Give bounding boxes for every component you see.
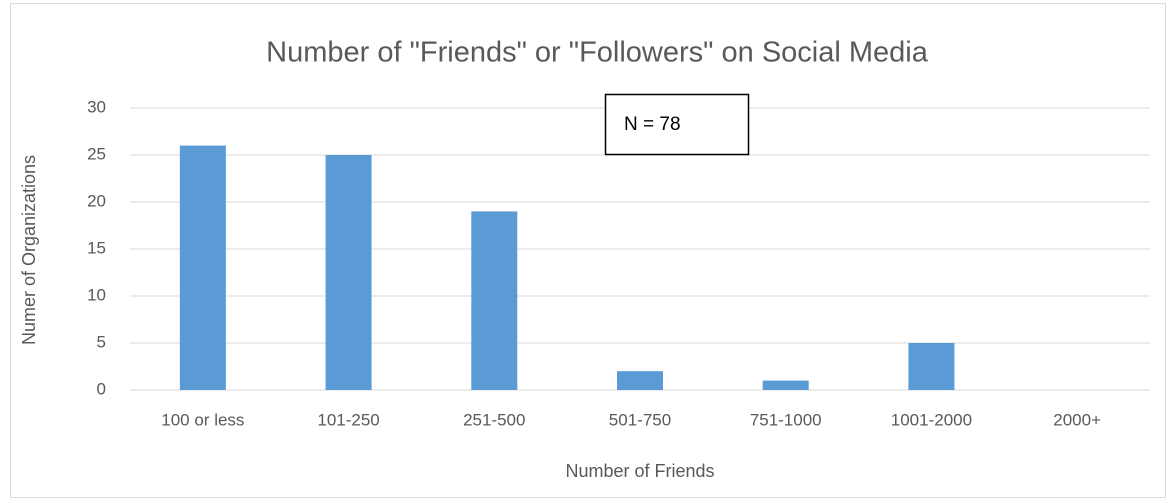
bar	[471, 211, 518, 390]
y-tick-label: 0	[97, 379, 106, 398]
x-tick-label: 101-250	[317, 410, 379, 429]
bar	[179, 145, 226, 390]
y-tick-label: 5	[97, 332, 106, 351]
y-tick-label: 25	[87, 144, 106, 163]
bar	[908, 343, 955, 390]
y-tick-label: 20	[87, 191, 106, 210]
x-axis-label: Number of Friends	[565, 461, 714, 481]
x-tick-label: 501-750	[609, 410, 671, 429]
bar	[617, 371, 663, 390]
x-tick-label: 1001-2000	[891, 410, 972, 429]
y-axis-label: Numer of Organizations	[19, 155, 39, 345]
annotation: N = 78	[624, 114, 681, 135]
x-tick-label: 751-1000	[750, 410, 822, 429]
x-tick-label: 251-500	[463, 410, 525, 429]
annotation-box	[604, 93, 750, 156]
x-tick-label: 100 or less	[161, 410, 244, 429]
y-tick-label: 10	[87, 285, 106, 304]
chart-title: Number of "Friends" or "Followers" on So…	[266, 37, 929, 69]
y-tick-label: 15	[87, 238, 106, 257]
y-tick-label: 30	[87, 97, 106, 116]
bar	[325, 155, 372, 390]
x-tick-label: 2000+	[1053, 410, 1101, 429]
bar	[762, 380, 809, 390]
